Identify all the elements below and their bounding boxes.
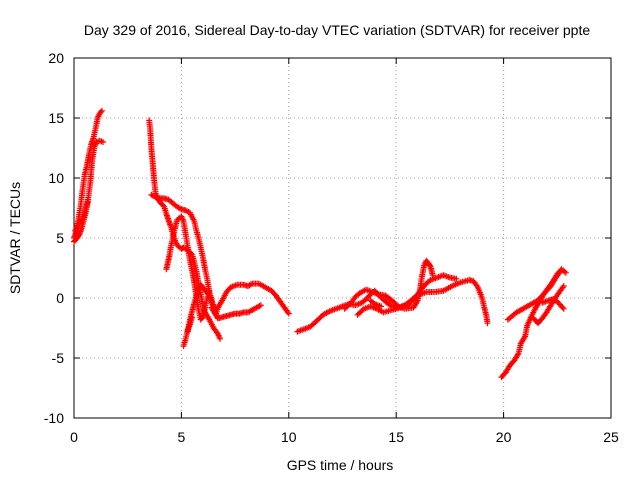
data-point <box>556 269 563 276</box>
data-point <box>84 199 91 205</box>
x-tick-label: 10 <box>281 429 297 445</box>
data-point <box>205 291 212 298</box>
data-point <box>285 310 292 317</box>
data-point <box>98 107 105 114</box>
data-point <box>429 272 436 279</box>
y-tick-label: 0 <box>56 290 64 306</box>
x-tick-label: 15 <box>388 429 404 445</box>
series-group <box>498 266 569 381</box>
x-tick-label: 20 <box>496 429 512 445</box>
data-point <box>378 303 385 310</box>
data-point <box>198 315 205 322</box>
data-point <box>217 335 224 342</box>
y-tick-label: -10 <box>44 410 64 426</box>
chart-title: Day 329 of 2016, Sidereal Day-to-day VTE… <box>84 22 591 38</box>
x-tick-label: 0 <box>70 429 78 445</box>
y-axis: -10 -5 0 5 10 15 20 <box>44 50 611 426</box>
y-tick-label: 10 <box>48 170 64 186</box>
y-tick-label: 15 <box>48 110 64 126</box>
y-tick-label: -5 <box>52 350 65 366</box>
series-group <box>71 107 106 245</box>
data-point <box>426 262 433 269</box>
data-point <box>189 314 196 321</box>
x-axis: 0 5 10 15 20 25 <box>70 58 619 445</box>
x-axis-label: GPS time / hours <box>287 457 394 473</box>
data-point <box>75 232 82 239</box>
data-point <box>99 139 106 145</box>
data-point <box>257 302 264 309</box>
y-axis-label: SDTVAR / TECUs <box>7 182 23 294</box>
data-point <box>484 320 491 327</box>
data-point <box>387 302 394 309</box>
y-tick-label: 20 <box>48 50 64 66</box>
data-point <box>560 283 567 289</box>
x-tick-label: 5 <box>178 429 186 445</box>
y-tick-label: 5 <box>56 230 64 246</box>
data-series <box>71 107 569 381</box>
data-point <box>453 275 460 282</box>
series-group <box>146 117 292 349</box>
grid-lines <box>74 58 611 418</box>
data-point <box>97 109 104 115</box>
x-tick-label: 25 <box>603 429 619 445</box>
data-point <box>562 269 569 276</box>
data-point <box>560 305 567 312</box>
series-group <box>294 257 491 335</box>
